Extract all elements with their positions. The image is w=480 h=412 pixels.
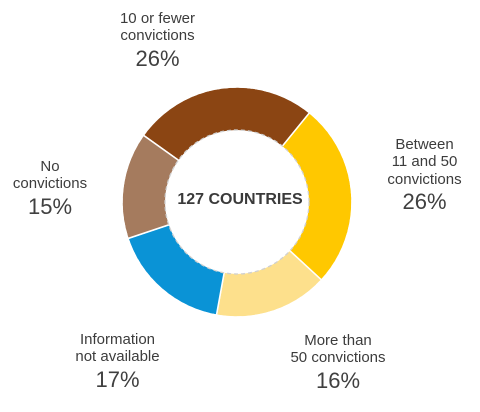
outer-dashed-ring	[121, 86, 353, 318]
slice-label-more-than-50: More than 50 convictions 16%	[268, 332, 408, 393]
slice-label-between-11-50: Between 11 and 50 convictions 26%	[372, 136, 477, 214]
slice-label-information-not-available: Information not available 17%	[55, 331, 180, 392]
slice-category: More than 50 convictions	[290, 332, 386, 367]
inner-dashed-ring	[164, 129, 310, 275]
center-label: 127 COUNTRIES	[177, 191, 303, 208]
slice-percent: 16%	[315, 367, 361, 393]
slice-category: No convictions	[12, 158, 88, 193]
slice-category: Information not available	[75, 331, 160, 366]
slice-category: Between 11 and 50 convictions	[387, 136, 462, 188]
slice-label-10-or-fewer: 10 or fewer convictions 26%	[95, 10, 220, 71]
donut-hole	[165, 130, 309, 274]
slice-label-no-convictions: No convictions 15%	[0, 158, 100, 219]
slice-category: 10 or fewer convictions	[119, 10, 196, 45]
slice-percent: 26%	[135, 45, 180, 71]
slice-percent: 15%	[27, 193, 73, 219]
slice-percent: 26%	[402, 188, 447, 214]
slice-percent: 17%	[95, 366, 140, 392]
